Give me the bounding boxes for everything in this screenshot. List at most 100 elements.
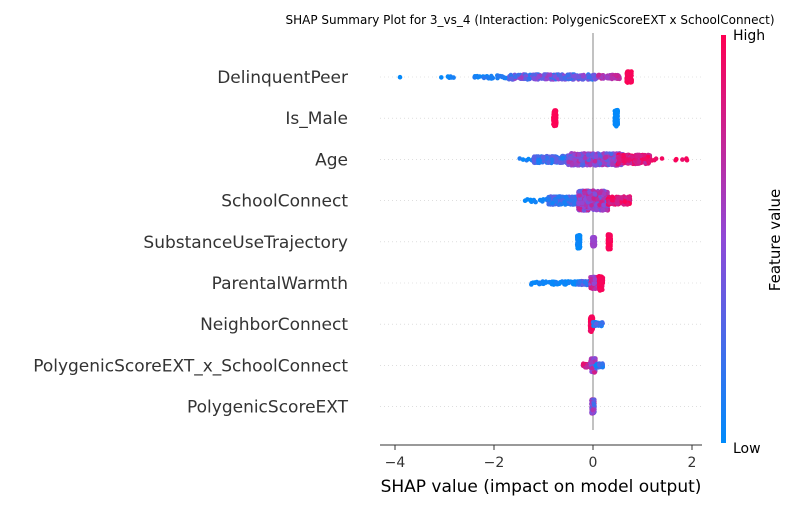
- shap-dot: [566, 159, 571, 165]
- colorbar-title: Feature value: [766, 189, 784, 291]
- shap-dot: [543, 279, 549, 285]
- shap-row-dots: [574, 232, 614, 252]
- feature-label: DelinquentPeer: [217, 68, 348, 88]
- shap-dot: [551, 123, 557, 129]
- shap-dot: [533, 199, 538, 205]
- shap-dot: [601, 202, 606, 208]
- shap-dot: [680, 157, 685, 162]
- shap-dot: [615, 109, 620, 114]
- shap-dot: [580, 361, 586, 367]
- shap-dot: [593, 154, 599, 160]
- shap-dot: [608, 237, 613, 243]
- shap-dot: [582, 279, 587, 285]
- shap-dot: [499, 74, 505, 79]
- shap-dot: [526, 156, 531, 162]
- shap-dot: [606, 242, 612, 248]
- shap-dot: [397, 74, 403, 80]
- shap-dot: [597, 276, 603, 282]
- shap-dot: [592, 77, 598, 82]
- shap-dot: [562, 75, 568, 81]
- shap-dot: [592, 158, 598, 164]
- row-guide-lines: [380, 76, 702, 407]
- shap-dot: [571, 73, 577, 79]
- shap-dot: [562, 200, 567, 205]
- shap-dot: [684, 156, 689, 161]
- shap-dot: [591, 281, 597, 287]
- shap-dot: [588, 276, 594, 282]
- feature-label: Is_Male: [285, 109, 348, 129]
- x-tick-label: 2: [688, 455, 697, 471]
- shap-dot: [609, 75, 615, 81]
- shap-dot: [542, 72, 547, 77]
- shap-dot: [627, 195, 632, 200]
- shap-dot: [569, 162, 575, 167]
- shap-dot: [576, 152, 582, 157]
- shap-dot: [535, 74, 541, 80]
- shap-dot: [643, 156, 648, 162]
- shap-dot: [596, 72, 601, 78]
- shap-dot: [610, 161, 615, 167]
- shap-dot: [481, 75, 487, 81]
- shap-dot: [568, 155, 573, 161]
- shap-row-dots: [551, 107, 620, 129]
- shap-row-dots: [517, 151, 690, 168]
- shap-dot: [576, 206, 582, 211]
- shap-dot: [600, 207, 606, 213]
- shap-dot: [593, 321, 599, 327]
- shap-dot: [599, 362, 605, 367]
- shap-dot: [474, 73, 480, 79]
- feature-label: SubstanceUseTrajectory: [143, 233, 348, 253]
- shap-dot: [522, 198, 528, 203]
- shap-dot: [565, 72, 571, 78]
- shap-dot: [565, 196, 570, 202]
- colorbar-low-label: Low: [733, 441, 761, 457]
- shap-dot: [577, 234, 583, 239]
- shap-dot: [576, 200, 581, 206]
- shap-dot: [605, 75, 610, 80]
- shap-dot: [439, 75, 444, 80]
- shap-dot: [528, 197, 533, 203]
- shap-dot: [609, 197, 615, 203]
- shap-dot: [541, 197, 546, 202]
- shap-dot: [612, 119, 618, 124]
- feature-label: ParentalWarmth: [212, 274, 348, 294]
- shap-dot: [509, 76, 515, 82]
- shap-row-dots: [587, 314, 605, 334]
- shap-dot: [598, 322, 604, 328]
- x-tick-label: −4: [385, 455, 406, 471]
- shap-dot: [597, 190, 603, 196]
- shap-dot: [592, 243, 598, 248]
- shap-dot: [495, 73, 501, 79]
- shap-dot: [590, 407, 595, 413]
- shap-dot: [570, 194, 575, 200]
- shap-dot: [556, 194, 561, 200]
- shap-dot: [603, 154, 609, 160]
- shap-dot: [634, 154, 640, 159]
- shap-dot: [577, 193, 582, 198]
- shap-row-dots: [529, 274, 606, 293]
- shap-dot: [601, 191, 607, 197]
- shap-dot: [554, 280, 559, 285]
- shap-dot: [445, 74, 451, 79]
- shap-dot: [587, 74, 592, 80]
- shap-row-dots: [580, 356, 605, 375]
- shap-dot: [594, 197, 600, 202]
- shap-dot: [597, 202, 602, 208]
- shap-dot: [572, 157, 577, 163]
- shap-dot: [589, 203, 594, 208]
- shap-dot: [558, 75, 564, 81]
- shap-dot: [582, 155, 588, 161]
- feature-label: PolygenicScoreEXT: [187, 398, 349, 418]
- feature-label: PolygenicScoreEXT_x_SchoolConnect: [33, 356, 348, 376]
- shap-dot: [552, 74, 558, 79]
- chart-title: SHAP Summary Plot for 3_vs_4 (Interactio…: [285, 13, 774, 27]
- shap-dot: [617, 156, 622, 162]
- shap-dot: [536, 280, 542, 286]
- shap-dot: [625, 71, 630, 77]
- shap-dot: [546, 197, 552, 203]
- shap-dot: [652, 157, 657, 163]
- shap-dot: [592, 277, 598, 282]
- shap-dot: [587, 162, 593, 168]
- shap-dot: [531, 154, 537, 159]
